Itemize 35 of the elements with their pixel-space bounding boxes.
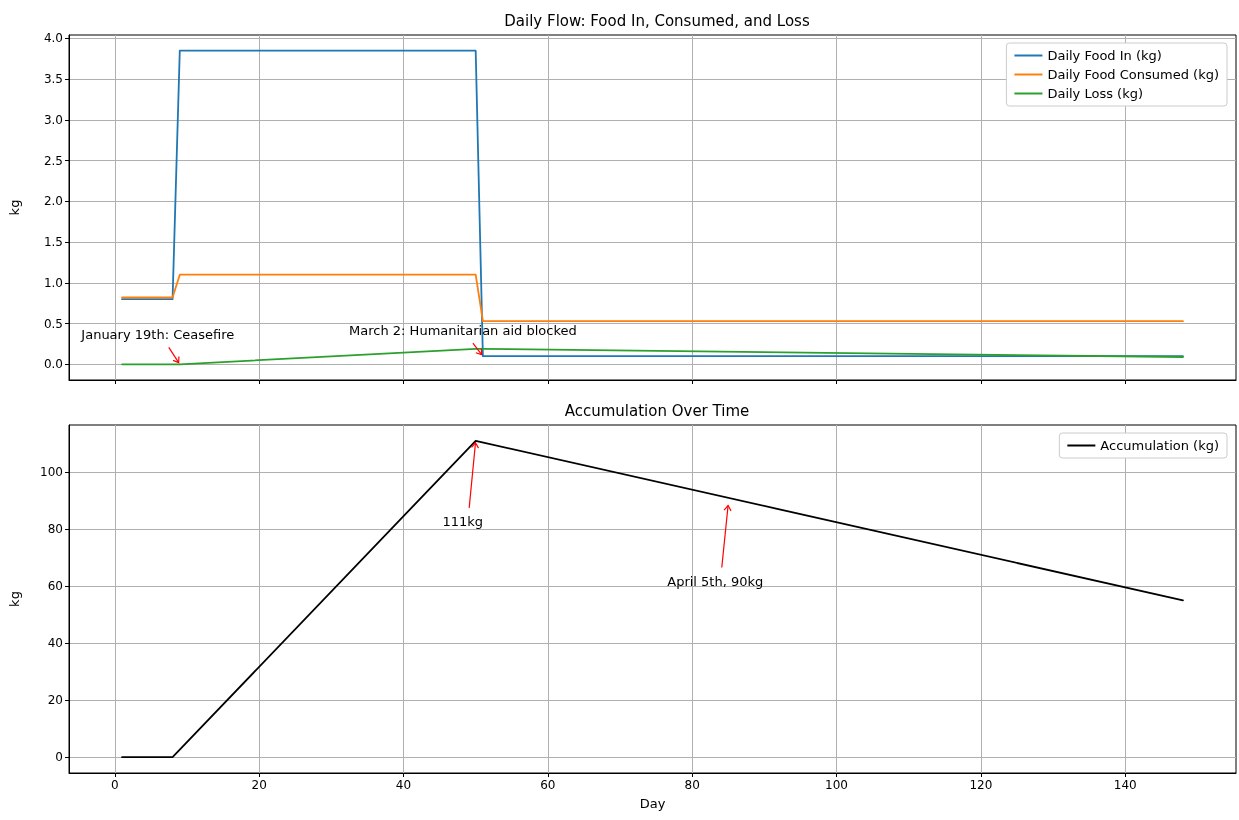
legend-label: Daily Loss (kg) [1047, 86, 1144, 101]
y-tick-label: 60 [47, 579, 63, 594]
annotation: January 19th: Ceasefire [80, 327, 235, 343]
x-tick-label: 140 [1113, 778, 1137, 792]
x-tick-label: 120 [969, 778, 993, 792]
y-tick-label: 3.5 [43, 72, 63, 87]
y-tick-label: 20 [47, 693, 63, 708]
y-tick-label: 2.0 [43, 194, 63, 209]
y-tick-label: 80 [47, 522, 63, 537]
y-tick-label: 100 [40, 465, 63, 480]
x-tick-label: 40 [395, 778, 412, 792]
y-axis-title: kg [7, 591, 22, 607]
x-tick-label: 100 [825, 778, 848, 792]
chart-title: Daily Flow: Food In, Consumed, and Loss [504, 11, 810, 30]
y-tick-label: 3.0 [43, 112, 63, 127]
annotation: April 5th, 90kg [667, 573, 764, 589]
y-tick-label: 4.0 [43, 31, 63, 46]
y-tick-label: 0 [55, 750, 63, 765]
y-tick-label: 1.0 [43, 275, 63, 290]
x-tick-label: 80 [684, 778, 700, 792]
x-axis-title: Day [639, 796, 666, 811]
legend-label: Accumulation (kg) [1100, 438, 1219, 453]
y-tick-label: 1.5 [43, 235, 63, 250]
legend-label: Daily Food Consumed (kg) [1047, 67, 1220, 82]
legend-label: Daily Food In (kg) [1047, 48, 1162, 63]
x-tick-label: 60 [540, 778, 556, 792]
chart-title: Accumulation Over Time [564, 401, 750, 420]
y-axis-title: kg [7, 199, 22, 216]
x-tick-label: 0 [111, 778, 119, 792]
y-tick-label: 0.0 [43, 357, 63, 372]
annotation: 111kg [442, 513, 483, 529]
y-tick-label: 2.5 [43, 153, 63, 168]
y-tick-label: 0.5 [43, 316, 63, 331]
x-tick-label: 20 [251, 778, 267, 792]
y-tick-label: 40 [47, 636, 63, 651]
